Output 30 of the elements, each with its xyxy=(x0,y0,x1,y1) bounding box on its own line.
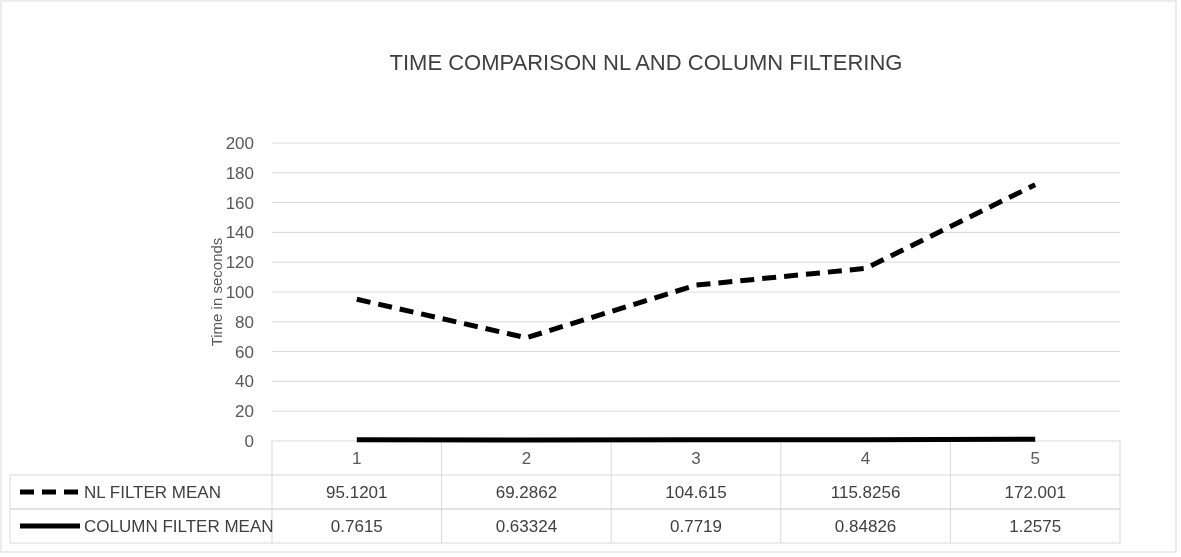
y-tick-label: 0 xyxy=(244,431,254,451)
y-tick-label: 20 xyxy=(235,402,254,422)
y-tick-label: 140 xyxy=(225,223,254,243)
legend-label: NL FILTER MEAN xyxy=(84,482,221,502)
y-tick-label: 120 xyxy=(225,253,254,273)
legend-label: COLUMN FILTER MEAN xyxy=(84,516,274,536)
x-tick-label: 2 xyxy=(521,448,532,468)
y-tick-label: 180 xyxy=(225,163,254,183)
y-tick-label: 160 xyxy=(225,193,254,213)
y-tick-label: 60 xyxy=(235,342,254,362)
chart-title: TIME COMPARISON NL AND COLUMN FILTERING xyxy=(389,50,903,75)
x-tick-label: 5 xyxy=(1030,448,1040,468)
y-tick-label: 200 xyxy=(225,133,254,153)
data-label: 0.7615 xyxy=(330,516,383,536)
y-axis-title: Time in seconds xyxy=(208,237,225,347)
data-label: 0.63324 xyxy=(495,516,558,536)
data-label: 0.7719 xyxy=(670,516,722,536)
x-tick-label: 3 xyxy=(691,448,701,468)
data-label: 95.1201 xyxy=(326,482,388,502)
x-tick-label: 1 xyxy=(352,448,362,468)
data-label: 172.001 xyxy=(1004,482,1066,502)
y-tick-label: 100 xyxy=(225,282,254,302)
data-label: 104.615 xyxy=(665,482,727,502)
y-tick-label: 80 xyxy=(235,312,254,332)
data-label: 1.2575 xyxy=(1009,516,1062,536)
data-label: 115.8256 xyxy=(830,482,901,502)
x-tick-label: 4 xyxy=(860,448,871,468)
y-tick-label: 40 xyxy=(235,372,254,392)
data-label: 0.84826 xyxy=(834,516,897,536)
data-label: 69.2862 xyxy=(495,482,558,502)
